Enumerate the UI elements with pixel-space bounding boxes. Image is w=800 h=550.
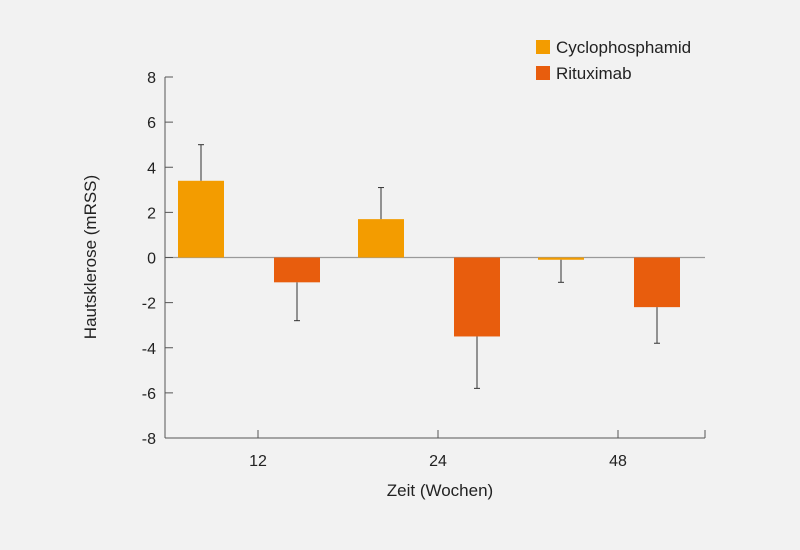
y-tick-label: -4 bbox=[142, 341, 156, 358]
bar-rituximab-48 bbox=[634, 257, 680, 308]
legend-swatch-rituximab bbox=[536, 66, 550, 80]
y-tick-label: 0 bbox=[147, 251, 156, 268]
legend-label-rituximab: Rituximab bbox=[556, 64, 632, 83]
y-tick-label: -8 bbox=[142, 431, 156, 448]
error-bars-group bbox=[198, 144, 660, 389]
legend: Cyclophosphamid Rituximab bbox=[536, 38, 691, 83]
y-tick-label: 2 bbox=[147, 205, 156, 222]
bars-group bbox=[178, 180, 680, 337]
bar-rituximab-24 bbox=[454, 257, 500, 337]
x-tick-label: 24 bbox=[429, 453, 447, 470]
y-tick-label: 4 bbox=[147, 160, 156, 177]
y-tick-label: -2 bbox=[142, 296, 156, 313]
y-axis-ticks: 8 6 4 2 0 -2 -4 -6 -8 bbox=[142, 70, 173, 448]
x-axis-ticks: 12 24 48 bbox=[249, 430, 627, 470]
y-tick-label: 6 bbox=[147, 115, 156, 132]
x-axis-title: Zeit (Wochen) bbox=[387, 481, 493, 500]
legend-label-cyclophosphamid: Cyclophosphamid bbox=[556, 38, 691, 57]
legend-swatch-cyclophosphamid bbox=[536, 40, 550, 54]
y-tick-label: -6 bbox=[142, 386, 156, 403]
x-tick-label: 48 bbox=[609, 453, 627, 470]
bar-cyclophosphamid-24 bbox=[358, 219, 404, 258]
bar-rituximab-12 bbox=[274, 257, 320, 283]
y-axis-title: Hautsklerose (mRSS) bbox=[81, 175, 100, 339]
bar-cyclophosphamid-48 bbox=[538, 257, 584, 260]
bar-cyclophosphamid-12 bbox=[178, 180, 224, 258]
x-tick-label: 12 bbox=[249, 453, 267, 470]
y-tick-label: 8 bbox=[147, 70, 156, 87]
